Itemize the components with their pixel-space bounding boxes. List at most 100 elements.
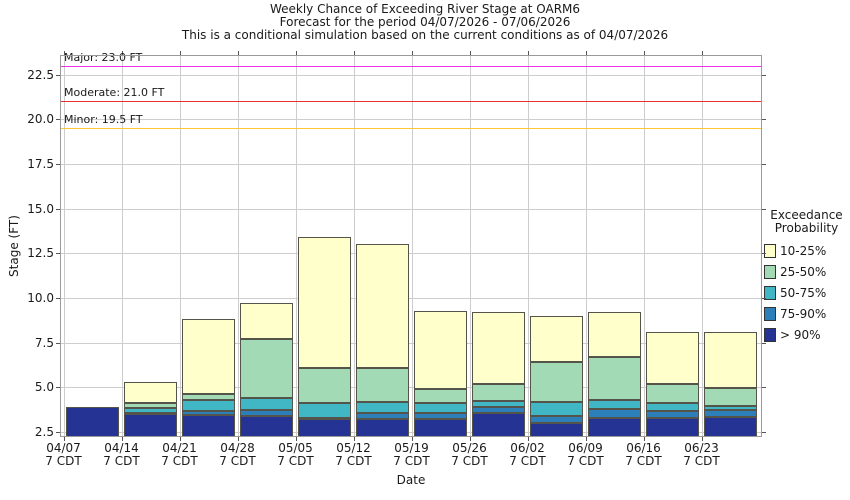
bar-segment-50-75% [472, 400, 525, 407]
vertical-gridline [701, 55, 703, 437]
y-tick-label: 15.0 [27, 201, 54, 216]
bar-segment-50-75% [298, 403, 351, 418]
bar-segment-> 90% [356, 419, 409, 437]
vertical-gridline [121, 55, 123, 437]
vertical-gridline [179, 55, 181, 437]
y-tick-label: 12.5 [27, 246, 54, 261]
y-tick-mark [56, 431, 60, 433]
bar-segment-75-90% [530, 415, 583, 424]
legend-swatch-icon [764, 243, 776, 258]
x-tick-label: 05/05 7 CDT [277, 441, 314, 468]
x-tick-label: 05/19 7 CDT [393, 441, 430, 468]
flood-line-label-moderate: Moderate: 21.0 FT [64, 86, 165, 100]
vertical-gridline [237, 55, 239, 437]
legend-entry: 25-50% [763, 261, 850, 282]
bar-segment-10-25% [240, 303, 293, 340]
bar-segment-10-25% [298, 237, 351, 368]
x-tick-label: 04/14 7 CDT [103, 441, 140, 468]
legend-title: Probability [774, 221, 839, 235]
horizontal-gridline [60, 387, 762, 389]
bar-segment-25-50% [182, 393, 235, 400]
legend-entry: 10-25% [763, 240, 850, 261]
x-tick-mark [643, 437, 645, 441]
flood-line-label-major: Major: 23.0 FT [64, 50, 143, 64]
bar-segment-75-90% [182, 410, 235, 415]
y-tick-label: 10.0 [27, 290, 54, 305]
x-tick-mark [63, 51, 65, 55]
y-tick-mark [762, 431, 766, 433]
legend-entry: 75-90% [763, 303, 850, 324]
bar-segment-75-90% [298, 417, 351, 420]
y-tick-label: 2.5 [34, 424, 54, 439]
x-tick-label: 05/26 7 CDT [451, 441, 488, 468]
bar-segment-75-90% [124, 413, 177, 416]
horizontal-gridline [60, 253, 762, 255]
x-tick-mark [701, 51, 703, 55]
x-tick-mark [237, 51, 239, 55]
horizontal-gridline [60, 74, 762, 76]
bar-segment-> 90% [530, 423, 583, 437]
vertical-gridline [643, 55, 645, 437]
x-tick-mark [121, 437, 123, 441]
legend-entry-label: 10-25% [780, 243, 827, 258]
y-tick-mark [762, 387, 766, 389]
x-tick-label: 06/09 7 CDT [567, 441, 604, 468]
vertical-gridline [63, 55, 65, 437]
x-tick-mark [353, 437, 355, 441]
x-tick-label: 06/02 7 CDT [509, 441, 546, 468]
legend-swatch-icon [764, 285, 776, 300]
vertical-gridline [585, 55, 587, 437]
bar-segment-50-75% [704, 406, 757, 410]
bar-segment-50-75% [240, 398, 293, 410]
vertical-gridline [527, 55, 529, 437]
bar-segment-10-25% [356, 244, 409, 368]
legend-entry-label: 25-50% [780, 264, 827, 279]
horizontal-gridline [60, 163, 762, 165]
chart-subtitle-conditions: This is a conditional simulation based o… [181, 28, 669, 42]
horizontal-gridline [60, 119, 762, 121]
y-tick-mark [56, 163, 60, 165]
bar-segment-> 90% [704, 416, 757, 437]
x-tick-mark [469, 437, 471, 441]
x-tick-mark [353, 51, 355, 55]
horizontal-gridline [60, 208, 762, 210]
x-axis-label: Date [396, 473, 426, 487]
horizontal-gridline [60, 431, 762, 433]
flood-line-major [61, 65, 762, 67]
bar-segment-10-25% [646, 331, 699, 384]
y-tick-mark [762, 119, 766, 121]
bar-segment-75-90% [472, 406, 525, 414]
bar-segment-25-50% [124, 403, 177, 408]
y-tick-label: 7.5 [34, 335, 54, 350]
x-tick-label: 04/07 7 CDT [45, 441, 82, 468]
bar-segment-10-25% [530, 315, 583, 363]
y-tick-label: 17.5 [27, 156, 54, 171]
bar-segment-10-25% [182, 319, 235, 394]
bar-segment-25-50% [588, 356, 641, 400]
legend-entry: > 90% [763, 324, 850, 345]
bar-segment-> 90% [472, 413, 525, 437]
legend: Exceedance Probability 10-25% 25-50% 50-75… [763, 209, 850, 345]
bar-segment-> 90% [124, 414, 177, 437]
x-tick-mark [179, 51, 181, 55]
x-tick-mark [469, 51, 471, 55]
legend-swatch-icon [764, 264, 776, 279]
x-tick-label: 06/23 7 CDT [683, 441, 720, 468]
bar-segment-25-50% [472, 383, 525, 401]
y-tick-mark [762, 74, 766, 76]
vertical-gridline [469, 55, 471, 437]
x-tick-mark [701, 437, 703, 441]
y-tick-mark [762, 342, 766, 344]
bar-segment-50-75% [356, 401, 409, 414]
y-tick-mark [762, 253, 766, 255]
legend-entry-label: 75-90% [780, 306, 827, 321]
bar-segment-75-90% [240, 409, 293, 416]
x-tick-label: 06/16 7 CDT [625, 441, 662, 468]
bar-segment-10-25% [588, 312, 641, 357]
bar-segment-50-75% [646, 403, 699, 412]
x-tick-label: 05/12 7 CDT [335, 441, 372, 468]
x-tick-mark [295, 51, 297, 55]
vertical-gridline [353, 55, 355, 437]
bar-segment-25-50% [704, 388, 757, 407]
